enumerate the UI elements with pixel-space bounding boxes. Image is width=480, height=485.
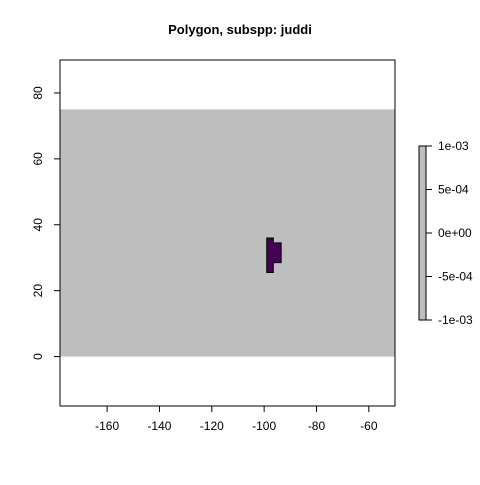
x-tick-label: -140 (147, 419, 171, 433)
x-tick-label: -60 (360, 419, 378, 433)
y-tick-label: 40 (31, 218, 45, 232)
legend-colorbar (418, 145, 427, 321)
x-tick-label: -160 (95, 419, 119, 433)
legend-tick-label: 1e-03 (438, 139, 469, 153)
legend-tick-label: 0e+00 (438, 226, 472, 240)
y-tick-label: 0 (31, 353, 45, 360)
x-tick-label: -100 (252, 419, 276, 433)
x-tick-label: -120 (200, 419, 224, 433)
legend-tick-label: 5e-04 (438, 183, 469, 197)
x-tick-label: -80 (308, 419, 326, 433)
range-polygon (266, 237, 282, 274)
y-tick-label: 20 (31, 284, 45, 298)
y-tick-label: 80 (31, 86, 45, 100)
y-tick-label: 60 (31, 152, 45, 166)
legend-tick-label: -5e-04 (438, 270, 473, 284)
background-raster (60, 109, 395, 357)
legend-tick-label: -1e-03 (438, 313, 473, 327)
plot-frame (59, 59, 396, 407)
chart-title: Polygon, subspp: juddi (168, 22, 312, 37)
